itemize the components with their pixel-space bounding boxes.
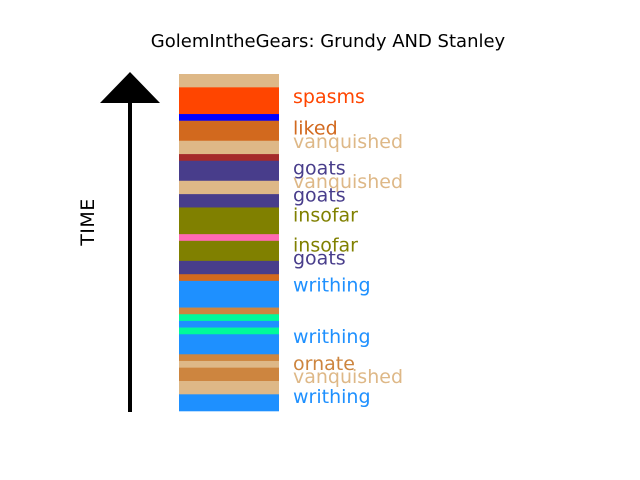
timeline-segment: [179, 180, 279, 195]
time-arrow-head: [100, 72, 160, 103]
timeline-segment: [179, 280, 279, 308]
timeline-segment: [179, 234, 279, 242]
timeline-segment: [179, 380, 279, 395]
timeline-segment: [179, 367, 279, 382]
time-arrow: [100, 72, 160, 412]
segment-stack: [179, 74, 279, 412]
segment-label: insofar: [293, 204, 358, 226]
timeline-segment: [179, 394, 279, 412]
timeline-segment: [179, 154, 279, 162]
timeline-segment: [179, 260, 279, 275]
segment-label: liked: [293, 118, 338, 140]
timeline-segment: [179, 327, 279, 335]
segment-label: goats: [293, 184, 346, 206]
segment-label: writhing: [293, 386, 371, 408]
timeline-segment: [179, 307, 279, 315]
timeline-segment: [179, 314, 279, 322]
timeline-segment: [179, 140, 279, 155]
word-labels: spasmslikedvanquishedgoatsvanquishedgoat…: [293, 86, 403, 408]
timeline-segment: [179, 274, 279, 282]
timeline-segment: [179, 87, 279, 115]
segment-label: vanquished: [293, 366, 403, 388]
timeline-segment: [179, 354, 279, 362]
chart-title: GolemIntheGears: Grundy AND Stanley: [150, 31, 506, 52]
timeline-segment: [179, 334, 279, 355]
timeline-segment: [179, 120, 279, 142]
timeline-segment: [179, 194, 279, 208]
timeline-segment: [179, 360, 279, 368]
segment-label: writhing: [293, 274, 371, 296]
segment-label: goats: [293, 248, 346, 270]
timeline-segment: [179, 240, 279, 262]
segment-label: ornate: [293, 353, 355, 375]
timeline-segment: [179, 74, 279, 88]
segment-label: writhing: [293, 326, 371, 348]
timeline-segment: [179, 114, 279, 122]
segment-label: vanquished: [293, 171, 403, 193]
segment-label: insofar: [293, 234, 358, 256]
segment-label: spasms: [293, 86, 365, 108]
timeline-segment: [179, 160, 279, 182]
timeline-segment: [179, 320, 279, 328]
timeline-segment: [179, 207, 279, 235]
segment-label: vanquished: [293, 131, 403, 153]
segment-label: goats: [293, 158, 346, 180]
